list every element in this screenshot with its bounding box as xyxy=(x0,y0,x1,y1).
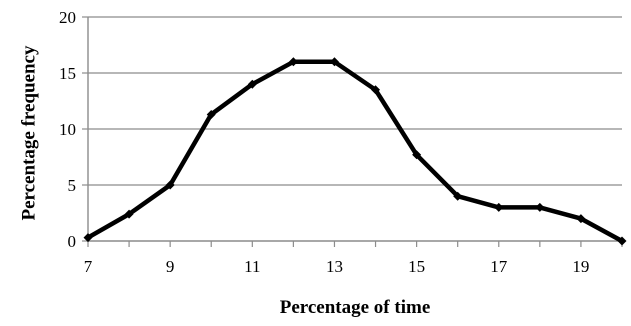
data-point xyxy=(288,57,298,67)
data-point xyxy=(371,85,381,95)
series-line-0 xyxy=(85,59,625,244)
y-tick-label: 0 xyxy=(68,232,77,251)
x-tick-label: 15 xyxy=(408,257,425,276)
data-point xyxy=(535,202,545,212)
x-tick-label: 7 xyxy=(84,257,93,276)
data-point xyxy=(124,209,134,219)
x-tick-label: 17 xyxy=(490,257,508,276)
data-point xyxy=(165,180,175,190)
data-point xyxy=(247,79,257,89)
data-point xyxy=(617,236,627,246)
axes xyxy=(82,16,623,247)
x-tick-label: 9 xyxy=(166,257,175,276)
data-point xyxy=(412,150,422,160)
x-tick-label: 13 xyxy=(326,257,343,276)
series-layer xyxy=(83,57,627,246)
x-tick-label: 19 xyxy=(572,257,589,276)
x-tick-label: 11 xyxy=(244,257,260,276)
data-point xyxy=(576,214,586,224)
y-axis-title: Percentage frequency xyxy=(19,45,40,220)
y-tick-label: 10 xyxy=(59,120,76,139)
grid-lines xyxy=(88,16,622,186)
y-tick-label: 5 xyxy=(68,176,77,195)
data-point xyxy=(206,109,216,119)
data-point xyxy=(329,57,339,67)
tick-labels: 0 5 10 15 20 7 9 11 13 15 17 19 xyxy=(59,8,589,276)
y-tick-label: 20 xyxy=(59,8,76,27)
y-tick-label: 15 xyxy=(59,64,76,83)
data-point xyxy=(494,202,504,212)
data-point xyxy=(453,191,463,201)
data-point xyxy=(83,233,93,243)
x-axis-title: Percentage of time xyxy=(280,297,431,318)
